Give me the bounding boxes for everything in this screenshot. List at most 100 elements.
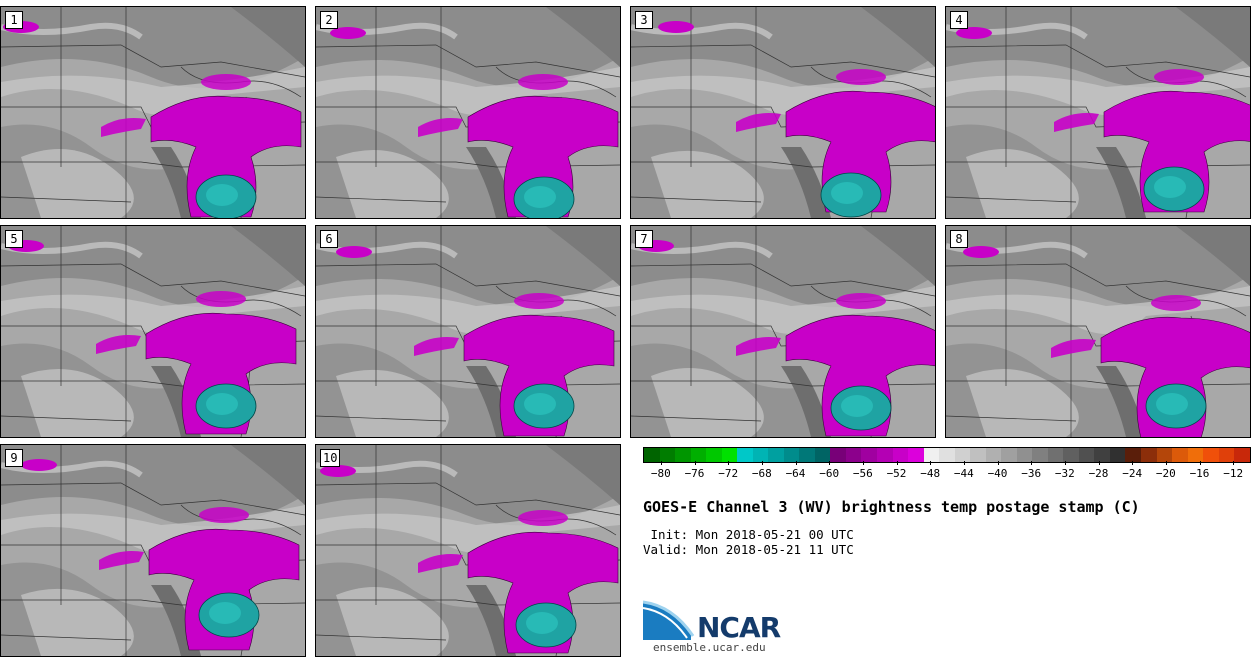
colorbar-swatch	[1094, 448, 1110, 462]
colorbar-swatch	[970, 448, 986, 462]
postage-stamp-panel: 7	[630, 225, 936, 438]
water-vapor-map	[316, 445, 620, 656]
water-vapor-map	[1, 445, 305, 656]
colorbar-swatch	[721, 448, 738, 462]
colorbar-swatch	[861, 448, 877, 462]
colorbar-tick-label: −44	[953, 467, 974, 480]
colorbar-swatch	[985, 448, 1002, 462]
postage-stamp-panel: 5	[0, 225, 306, 438]
colorbar-swatch	[1109, 448, 1126, 462]
colorbar-swatch	[939, 448, 955, 462]
colorbar-swatch	[1141, 448, 1157, 462]
colorbar-tick-mark	[1165, 461, 1167, 465]
colorbar-tick-mark	[930, 461, 932, 465]
source-url: ensemble.ucar.edu	[653, 641, 766, 654]
colorbar-tick-mark	[761, 461, 763, 465]
colorbar-tick-mark	[963, 461, 965, 465]
postage-stamp-panel: 4	[945, 6, 1251, 219]
panel-number-label: 9	[5, 449, 23, 467]
colorbar-swatch	[1063, 448, 1079, 462]
colorbar	[643, 447, 1251, 463]
ncar-logo-icon	[643, 600, 695, 640]
colorbar-tick-mark	[896, 461, 898, 465]
colorbar-swatch	[814, 448, 831, 462]
colorbar-tick-mark	[795, 461, 797, 465]
postage-stamp-panel: 10	[315, 444, 621, 657]
colorbar-tick-label: −72	[718, 467, 739, 480]
panel-number-label: 6	[320, 230, 338, 248]
logo-text: NCAR	[697, 611, 781, 644]
colorbar-tick-label: −28	[1088, 467, 1109, 480]
colorbar-tick-label: −80	[650, 467, 671, 480]
postage-stamp-panel: 1	[0, 6, 306, 219]
colorbar-tick-mark	[1199, 461, 1201, 465]
colorbar-tick-mark	[862, 461, 864, 465]
colorbar-swatch	[706, 448, 722, 462]
colorbar-tick-label: −76	[684, 467, 705, 480]
colorbar-swatch	[1078, 448, 1095, 462]
colorbar-tick-label: −68	[751, 467, 772, 480]
colorbar-tick-label: −52	[886, 467, 907, 480]
colorbar-tick-mark	[1064, 461, 1066, 465]
colorbar-swatch	[1001, 448, 1017, 462]
colorbar-swatch	[768, 448, 784, 462]
colorbar-tick-mark	[660, 461, 662, 465]
panel-number-label: 4	[950, 11, 968, 29]
colorbar-tick-label: −56	[852, 467, 873, 480]
colorbar-swatch	[1047, 448, 1064, 462]
water-vapor-map	[1, 226, 305, 437]
colorbar-swatch	[1203, 448, 1219, 462]
colorbar-swatch	[1234, 448, 1250, 462]
colorbar-swatch	[1187, 448, 1204, 462]
colorbar-tick-label: −20	[1155, 467, 1176, 480]
colorbar-tick-mark	[728, 461, 730, 465]
colorbar-swatch	[1218, 448, 1235, 462]
colorbar-tick-label: −32	[1054, 467, 1075, 480]
water-vapor-map	[316, 226, 620, 437]
colorbar-tick-label: −24	[1122, 467, 1143, 480]
panel-number-label: 2	[320, 11, 338, 29]
colorbar-tick-mark	[694, 461, 696, 465]
colorbar-tick-mark	[1098, 461, 1100, 465]
panel-number-label: 10	[320, 449, 341, 467]
init-time: Init: Mon 2018-05-21 00 UTC	[643, 527, 854, 542]
colorbar-swatch	[752, 448, 769, 462]
colorbar-swatch	[830, 448, 846, 462]
colorbar-swatch	[737, 448, 753, 462]
colorbar-tick-label: −60	[819, 467, 840, 480]
postage-stamp-panel: 9	[0, 444, 306, 657]
colorbar-swatch	[845, 448, 862, 462]
colorbar-swatch	[1016, 448, 1033, 462]
water-vapor-map	[946, 226, 1250, 437]
water-vapor-map	[316, 7, 620, 218]
colorbar-tick-label: −40	[987, 467, 1008, 480]
postage-stamp-panel: 6	[315, 225, 621, 438]
colorbar-swatch	[1156, 448, 1173, 462]
colorbar-swatch	[659, 448, 676, 462]
colorbar-swatch	[799, 448, 815, 462]
panel-number-label: 5	[5, 230, 23, 248]
colorbar-swatch	[1172, 448, 1188, 462]
water-vapor-map	[631, 7, 935, 218]
colorbar-swatch	[923, 448, 940, 462]
water-vapor-map	[946, 7, 1250, 218]
colorbar-swatch	[1032, 448, 1048, 462]
colorbar-tick-label: −64	[785, 467, 806, 480]
colorbar-swatch	[908, 448, 924, 462]
colorbar-swatch	[675, 448, 691, 462]
colorbar-swatch	[783, 448, 800, 462]
valid-time: Valid: Mon 2018-05-21 11 UTC	[643, 542, 854, 557]
colorbar-swatch	[876, 448, 893, 462]
colorbar-tick-label: −36	[1021, 467, 1042, 480]
colorbar-swatch	[690, 448, 707, 462]
water-vapor-map	[631, 226, 935, 437]
colorbar-swatch	[892, 448, 909, 462]
colorbar-tick-mark	[829, 461, 831, 465]
colorbar-tick-mark	[1132, 461, 1134, 465]
panel-number-label: 7	[635, 230, 653, 248]
postage-stamp-panel: 8	[945, 225, 1251, 438]
colorbar-swatch	[954, 448, 971, 462]
colorbar-tick-label: −16	[1189, 467, 1210, 480]
colorbar-swatch	[644, 448, 660, 462]
postage-stamp-panel: 2	[315, 6, 621, 219]
